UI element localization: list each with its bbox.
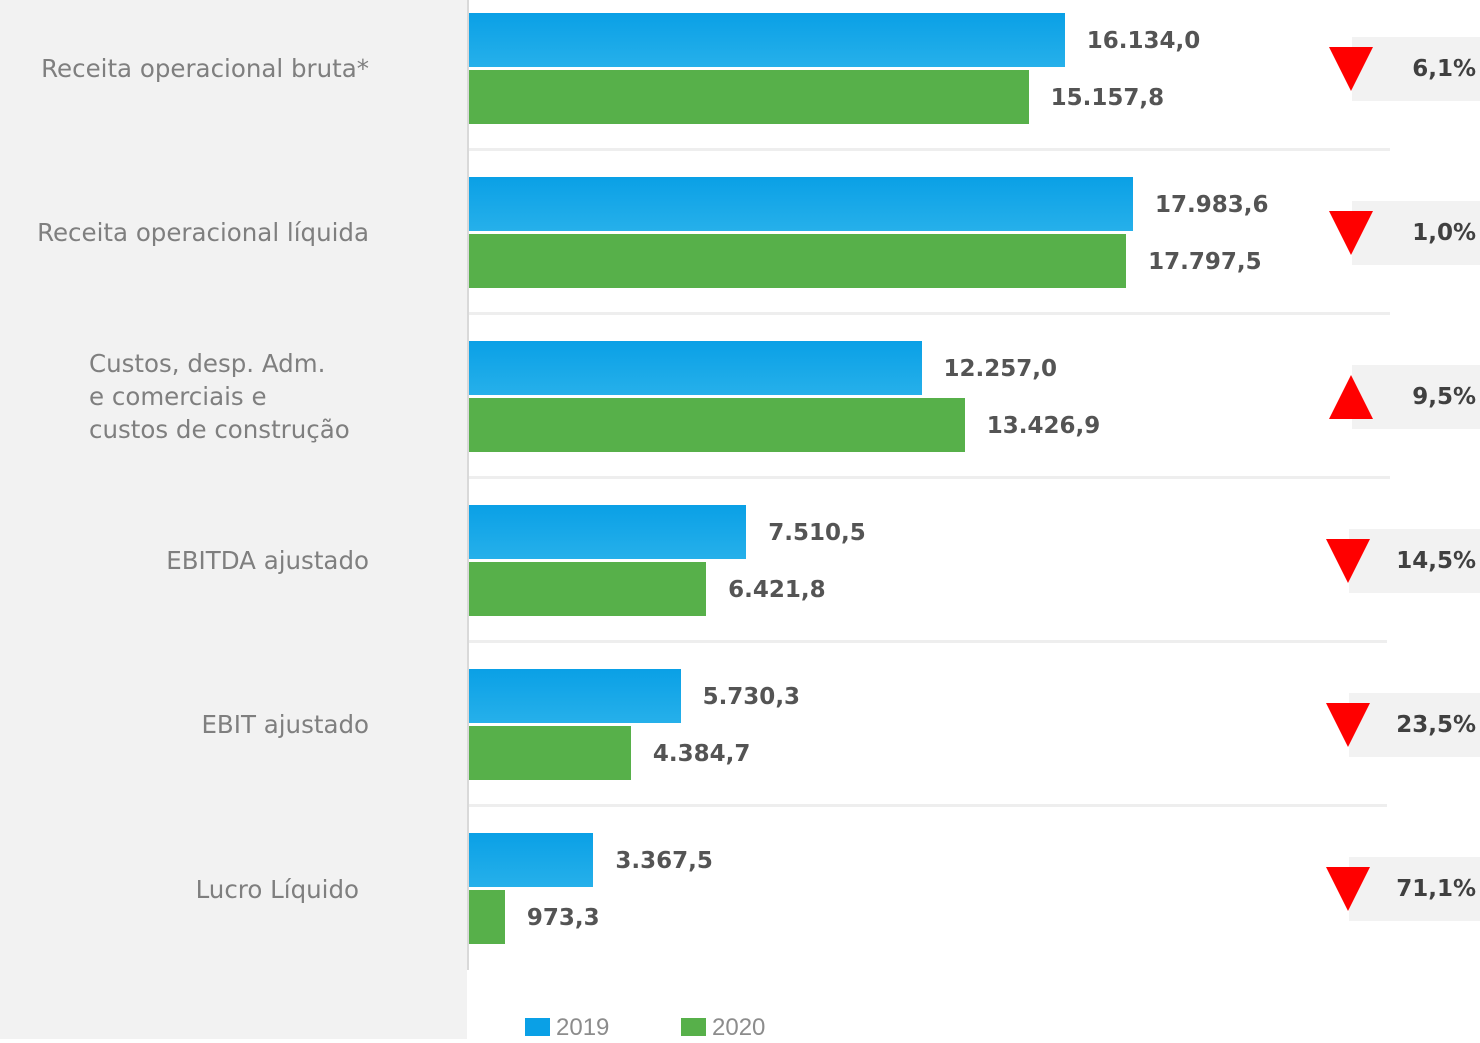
change-percent: 9,5% <box>1412 383 1476 410</box>
category-label: Receita operacional bruta* <box>41 54 369 83</box>
bar-2020 <box>469 726 631 780</box>
change-indicator: 14,5% <box>1326 528 1480 593</box>
change-percent: 6,1% <box>1412 55 1476 82</box>
bar-2019 <box>469 505 747 559</box>
bar-2020 <box>469 398 965 452</box>
bar-2020 <box>469 890 505 944</box>
category-panel <box>0 0 467 1039</box>
value-label-2020: 973,3 <box>526 905 600 931</box>
value-label-2019: 3.367,5 <box>615 848 713 874</box>
value-label-2020: 13.426,9 <box>986 413 1101 439</box>
bar-2019 <box>469 341 922 395</box>
value-label-2020: 6.421,8 <box>728 577 826 603</box>
change-percent: 71,1% <box>1396 875 1476 902</box>
bar-2019 <box>469 669 681 723</box>
row-separator <box>469 312 1390 315</box>
category-label: EBITDA ajustado <box>166 546 369 575</box>
bar-2019 <box>469 833 594 887</box>
arrow-up-icon <box>1329 374 1373 419</box>
arrow-down-icon <box>1329 210 1373 255</box>
category-label: Receita operacional líquida <box>37 218 369 247</box>
bar-2020 <box>469 234 1127 288</box>
bar-2019 <box>469 177 1133 231</box>
change-indicator: 6,1% <box>1329 36 1480 101</box>
legend-label-2019: 2019 <box>556 1014 610 1041</box>
value-label-2019: 5.730,3 <box>702 684 801 710</box>
change-percent: 14,5% <box>1396 547 1476 574</box>
value-label-2019: 7.510,5 <box>768 520 866 546</box>
value-label-2019: 12.257,0 <box>943 356 1058 382</box>
category-label: EBIT ajustado <box>201 710 369 739</box>
change-indicator: 1,0% <box>1329 200 1480 265</box>
value-label-2019: 17.983,6 <box>1155 192 1269 218</box>
category-label: Custos, desp. Adm. e comerciais e custos… <box>89 349 350 444</box>
row-separator <box>469 640 1387 643</box>
value-label-2020: 4.384,7 <box>652 741 751 767</box>
legend-label-2020: 2020 <box>712 1014 766 1041</box>
arrow-down-icon <box>1326 702 1370 747</box>
arrow-down-icon <box>1329 46 1373 91</box>
change-indicator: 71,1% <box>1326 856 1480 921</box>
value-label-2020: 17.797,5 <box>1148 249 1262 275</box>
category-axis-line <box>467 0 469 970</box>
legend-swatch-2020 <box>681 1018 706 1036</box>
bar-2020 <box>469 562 707 616</box>
value-label-2019: 16.134,0 <box>1086 28 1201 54</box>
change-percent: 1,0% <box>1412 219 1476 246</box>
legend-swatch-2019 <box>525 1018 550 1036</box>
arrow-down-icon <box>1326 866 1370 911</box>
row-separator <box>469 148 1390 151</box>
change-indicator: 23,5% <box>1326 692 1480 757</box>
row-separator <box>469 804 1387 807</box>
bar-2019 <box>469 13 1065 67</box>
change-indicator: 9,5% <box>1329 364 1480 429</box>
row-separator <box>469 476 1390 479</box>
change-percent: 23,5% <box>1396 711 1476 738</box>
value-label-2020: 15.157,8 <box>1050 85 1165 111</box>
arrow-down-icon <box>1326 538 1370 583</box>
category-label: Lucro Líquido <box>195 875 359 904</box>
bar-2020 <box>469 70 1029 124</box>
